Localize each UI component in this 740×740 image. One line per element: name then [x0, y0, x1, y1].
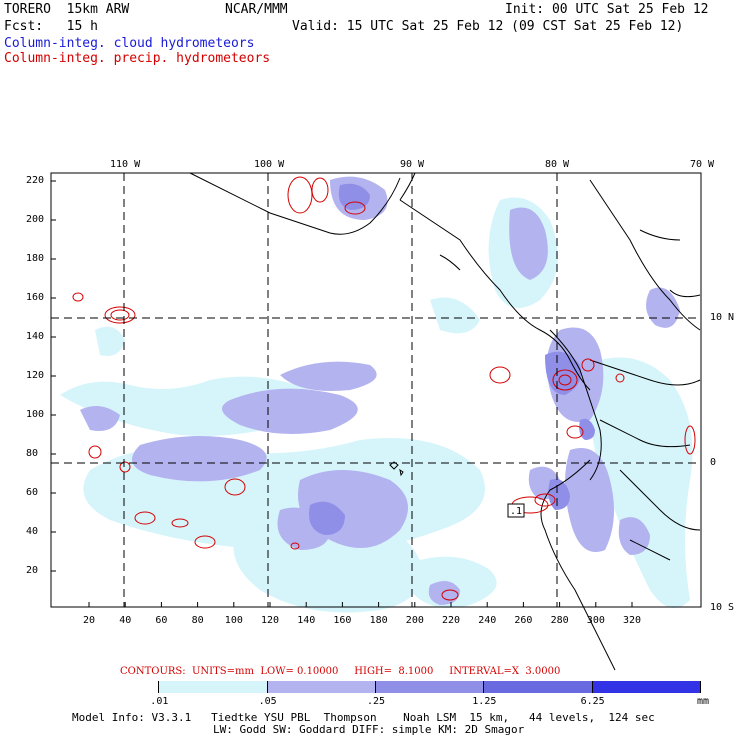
x-tick-label: 220 — [442, 615, 461, 626]
x-tick-label: 260 — [514, 615, 533, 626]
lon-label-110w: 110 W — [110, 159, 141, 170]
y-tick-label: 20 — [26, 565, 39, 576]
init-time: Init: 00 UTC Sat 25 Feb 12 — [505, 2, 709, 17]
field2-label: Column-integ. precip. hydrometeors — [4, 51, 271, 66]
colorbar-unit: mm — [697, 696, 710, 707]
lat-label-0: 0 — [710, 457, 717, 468]
y-tick-label: 180 — [26, 253, 45, 264]
coastline-layer — [189, 172, 701, 671]
model-title: TORERO 15km ARW — [4, 2, 130, 17]
y-tick-label: 200 — [26, 214, 45, 225]
colorbar-swatch — [267, 681, 376, 693]
contour-info: CONTOURS: UNITS=mm LOW= 0.10000 HIGH= 8.… — [120, 666, 561, 677]
org-label: NCAR/MMM — [225, 2, 288, 17]
x-tick-label: 20 — [83, 615, 96, 626]
lat-label-10n: 10 N — [710, 312, 735, 323]
x-tick-label: 40 — [119, 615, 132, 626]
x-tick-label: 300 — [586, 615, 605, 626]
precip-contour-layer — [72, 176, 696, 601]
colorbar-swatch — [159, 681, 268, 693]
y-tick-label: 160 — [26, 292, 45, 303]
field1-label: Column-integ. cloud hydrometeors — [4, 36, 255, 51]
x-tick-label: 280 — [550, 615, 569, 626]
colorbar-swatch — [592, 681, 701, 693]
y-tick-label: 60 — [26, 487, 39, 498]
y-tick-label: 140 — [26, 331, 45, 342]
map-frame — [50, 172, 702, 608]
axis-ticks — [51, 180, 633, 607]
cloud-fill-layer — [60, 176, 693, 613]
colorbar-swatch — [51, 681, 160, 693]
lon-label-100w: 100 W — [254, 159, 285, 170]
colorbar-label: .05 — [258, 696, 277, 707]
x-tick-label: 240 — [478, 615, 497, 626]
x-tick-label: 200 — [405, 615, 424, 626]
colorbar-swatch — [376, 681, 485, 693]
model-info-physics: LW: Godd SW: Goddard DIFF: simple KM: 2D… — [213, 723, 525, 736]
forecast-hour: Fcst: 15 h — [4, 19, 98, 34]
y-tick-label: 220 — [26, 175, 45, 186]
colorbar-label: .01 — [150, 696, 169, 707]
lon-label-90w: 90 W — [400, 159, 425, 170]
x-tick-label: 320 — [623, 615, 642, 626]
lon-label-80w: 80 W — [545, 159, 570, 170]
y-tick-label: 100 — [26, 409, 45, 420]
lat-label-10s: 10 S — [710, 602, 735, 613]
y-tick-label: 120 — [26, 370, 45, 381]
y-tick-label: 40 — [26, 526, 39, 537]
latlon-grid — [51, 173, 701, 607]
valid-time: Valid: 15 UTC Sat 25 Feb 12 (09 CST Sat … — [292, 19, 684, 34]
x-tick-label: 180 — [369, 615, 388, 626]
min-label-box — [507, 503, 525, 518]
colorbar-label: 6.25 — [580, 696, 605, 707]
min-label: .1 — [510, 506, 523, 517]
x-tick-label: 60 — [155, 615, 168, 626]
x-tick-label: 100 — [224, 615, 243, 626]
x-tick-label: 120 — [261, 615, 280, 626]
colorbar-label: .25 — [366, 696, 386, 707]
y-tick-label: 80 — [26, 448, 39, 459]
lon-label-70w: 70 W — [690, 159, 715, 170]
x-tick-label: 140 — [297, 615, 316, 626]
model-info: Model Info: V3.3.1 Tiedtke YSU PBL Thomp… — [72, 711, 655, 724]
x-tick-label: 160 — [333, 615, 352, 626]
x-tick-label: 80 — [191, 615, 204, 626]
colorbar-swatch — [484, 681, 593, 693]
colorbar-label: 1.25 — [472, 696, 497, 707]
